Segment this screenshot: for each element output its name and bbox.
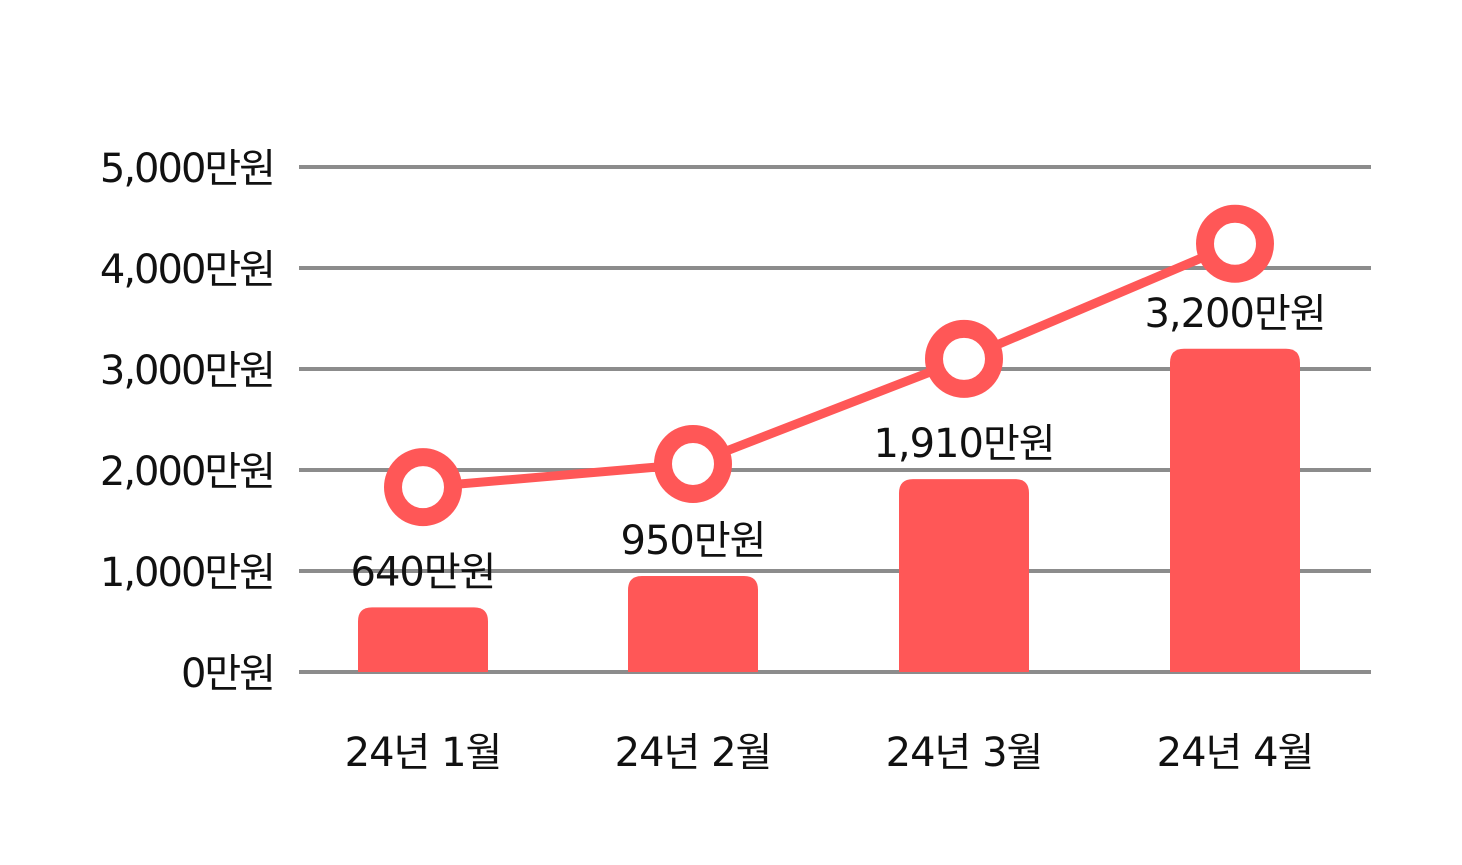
y-tick-label: 5,000만원 [100, 146, 274, 192]
x-tick-label: 24년 2월 [615, 730, 772, 776]
y-tick-label: 1,000만원 [100, 550, 274, 596]
bar-value-label: 3,200만원 [1144, 291, 1325, 337]
bar [358, 607, 488, 672]
bar-series [358, 348, 1300, 672]
x-tick-label: 24년 3월 [886, 730, 1043, 776]
y-tick-label: 2,000만원 [100, 449, 274, 495]
y-tick-label: 0만원 [181, 651, 274, 697]
bar-value-label: 950만원 [621, 518, 766, 564]
x-tick-label: 24년 4월 [1157, 730, 1314, 776]
y-axis-ticks: 0만원 1,000만원 2,000만원 3,000만원 4,000만원 5,000만원 [100, 146, 276, 697]
bar [628, 576, 758, 672]
bar [899, 479, 1029, 672]
line-series [384, 204, 1274, 527]
line-marker [1196, 204, 1274, 283]
bar-value-label: 640만원 [351, 549, 496, 595]
trend-line [418, 239, 1240, 492]
bar-value-label: 1,910만원 [873, 421, 1054, 467]
line-marker [654, 424, 732, 503]
y-tick-label: 3,000만원 [100, 348, 274, 394]
x-tick-label: 24년 1월 [345, 730, 502, 776]
x-axis-ticks: 24년 1월 24년 2월 24년 3월 24년 4월 [345, 730, 1315, 776]
y-tick-label: 4,000만원 [100, 247, 274, 293]
line-marker [384, 448, 462, 527]
bar-data-labels: 640만원 950만원 1,910만원 3,200만원 [351, 291, 1327, 596]
bar [1170, 348, 1300, 672]
line-marker [925, 319, 1003, 398]
